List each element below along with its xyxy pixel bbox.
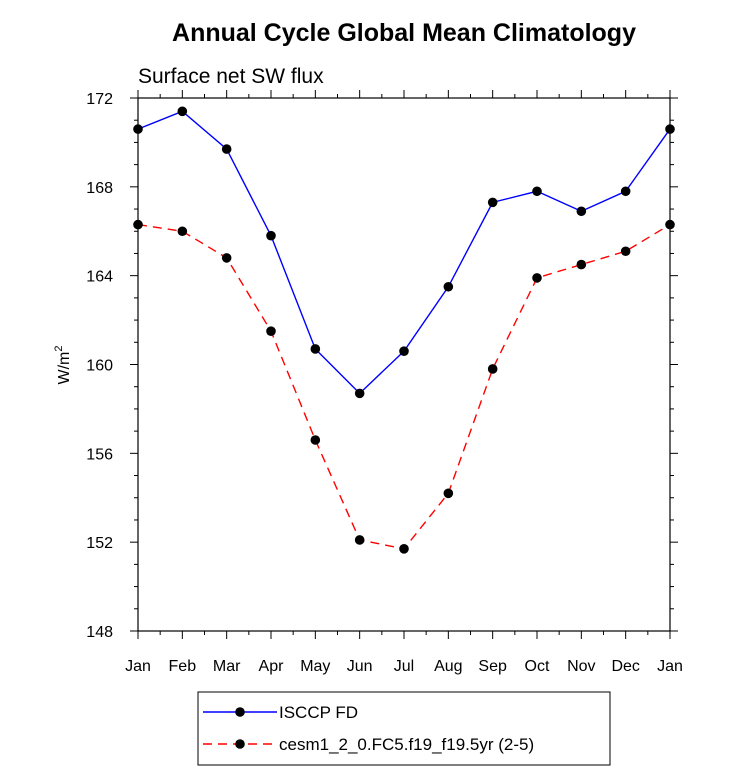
y-tick-label: 164 <box>86 269 113 286</box>
data-point <box>487 197 498 208</box>
data-point <box>221 253 232 263</box>
data-point <box>620 186 631 197</box>
legend-label: cesm1_2_0.FC5.f19_f19.5yr (2-5) <box>279 735 534 754</box>
x-tick-label: Dec <box>611 658 639 675</box>
y-tick-label: 168 <box>86 180 113 197</box>
x-tick-labels: Jan Feb Mar Apr May Jun Jul Aug Sep Oct Nov Dec Jan <box>125 658 683 675</box>
data-point <box>576 206 587 217</box>
data-point <box>266 230 276 241</box>
x-tick-label: Jan <box>657 658 683 675</box>
data-point <box>354 535 365 545</box>
data-point <box>310 435 321 445</box>
series-1 <box>133 106 675 399</box>
data-point <box>221 144 232 154</box>
y-tick-label: 160 <box>86 358 113 375</box>
x-tick-label: May <box>300 658 330 675</box>
y-tick-labels: 148 152 156 160 164 168 172 <box>86 91 113 641</box>
y-axis-label-text: W/m2 <box>53 346 73 385</box>
chart-title: Annual Cycle Global Mean Climatology <box>172 19 636 47</box>
data-point <box>177 226 188 237</box>
data-point <box>443 488 454 499</box>
data-point <box>532 273 542 283</box>
data-point <box>399 544 409 554</box>
data-point <box>133 124 143 134</box>
data-point <box>266 326 276 336</box>
x-tick-label: Jun <box>347 658 373 675</box>
legend-label: ISCCP FD <box>279 703 358 722</box>
legend-marker <box>235 707 245 717</box>
series-2 <box>133 219 675 554</box>
x-tick-label: Apr <box>259 658 285 675</box>
x-tick-label: Sep <box>478 658 507 675</box>
series-line <box>137 223 671 550</box>
data-point <box>532 186 542 197</box>
data-point <box>354 388 365 399</box>
x-tick-label: Nov <box>567 658 595 675</box>
x-tick-label: Mar <box>213 658 241 675</box>
x-tick-label: Oct <box>525 658 550 675</box>
x-tick-label: Jul <box>394 658 414 675</box>
x-tick-label: Aug <box>434 658 462 675</box>
data-point <box>177 106 188 117</box>
data-point <box>620 246 631 257</box>
data-point <box>487 364 498 374</box>
legend-box <box>197 691 611 766</box>
series-group <box>133 106 675 554</box>
data-point <box>310 344 321 354</box>
y-axis-label: W/m2 <box>53 346 73 385</box>
data-point <box>665 219 675 230</box>
x-tick-label: Jan <box>125 658 151 675</box>
y-axis-label-superscript: 2 <box>53 346 65 352</box>
data-point <box>399 346 409 356</box>
chart-subtitle: Surface net SW flux <box>138 65 324 88</box>
data-point <box>665 124 675 134</box>
data-point <box>133 219 143 230</box>
y-tick-label: 156 <box>86 446 113 463</box>
y-axis-label-unit: W/m <box>56 352 73 385</box>
legend: ISCCP FD cesm1_2_0.FC5.f19_f19.5yr (2-5) <box>197 691 611 766</box>
data-point <box>443 281 454 292</box>
y-tick-label: 148 <box>86 624 113 641</box>
axes <box>130 90 678 639</box>
data-point <box>576 259 587 270</box>
y-tick-label: 172 <box>86 91 113 108</box>
x-tick-label: Feb <box>169 658 197 675</box>
y-tick-label: 152 <box>86 535 113 552</box>
legend-marker <box>235 739 245 749</box>
